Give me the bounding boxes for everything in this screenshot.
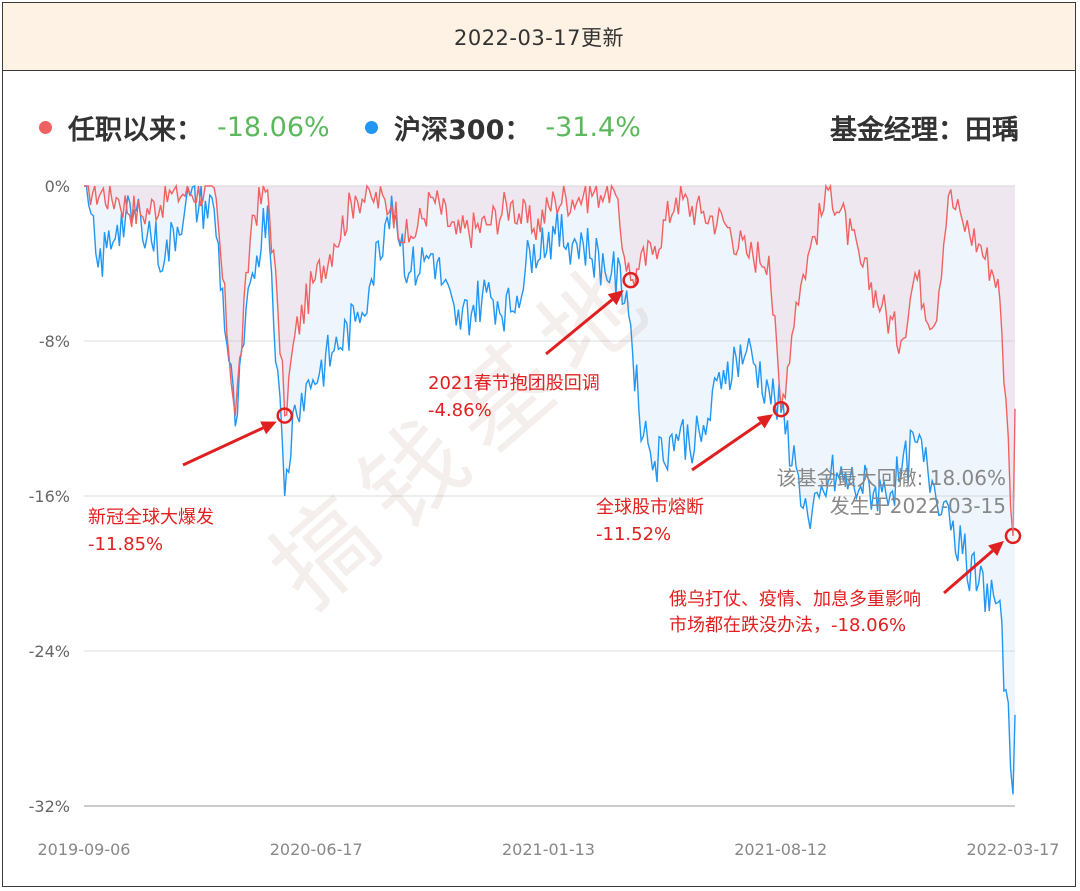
legend-fund-label: 任职以来： xyxy=(68,114,203,146)
grid-lines xyxy=(84,185,1015,807)
tooltip-line2: 发生于2022-03-15 xyxy=(830,494,1006,518)
x-tick-label: 2019-09-06 xyxy=(38,840,131,859)
annotation-covid-text: 新冠全球大爆发 xyxy=(88,507,214,528)
annotations: 新冠全球大爆发 -11.85% 2021春节抱团股回调 -4.86% 全球股市熔… xyxy=(88,373,921,636)
annotation-arrows xyxy=(182,290,1004,595)
annotation-war-value: -18.06% xyxy=(831,615,906,636)
annotation-spring-value: -4.86% xyxy=(428,400,492,421)
event-markers xyxy=(276,271,1022,545)
series-area xyxy=(84,186,1015,536)
annotation-arrow-shaft xyxy=(943,549,994,595)
series-line xyxy=(84,184,1016,795)
y-tick-label: -8% xyxy=(39,332,70,351)
annotation-war-text: 俄乌打仗、疫情、加息多重影响 xyxy=(669,589,921,610)
series-lines xyxy=(84,183,1016,795)
annotation-arrow-head xyxy=(756,414,773,429)
event-marker xyxy=(772,400,790,418)
y-tick-label: -32% xyxy=(29,797,70,816)
series-areas xyxy=(84,186,1015,795)
fund-manager: 基金经理：田瑀 xyxy=(830,114,1019,146)
x-tick-label: 2020-06-17 xyxy=(270,840,363,859)
tooltip-line1: 该基金最大回撤: 18.06% xyxy=(777,466,1006,490)
legend-index-label: 沪深300： xyxy=(394,114,532,146)
series-area xyxy=(84,186,1015,795)
event-marker xyxy=(276,407,293,424)
y-tick-label: -24% xyxy=(29,642,70,661)
annotation-arrow-head xyxy=(260,421,277,435)
legend-index-value: -31.4% xyxy=(545,111,641,143)
tooltip: 该基金最大回撤: 18.06% 发生于2022-03-15 xyxy=(777,466,1006,518)
annotation-arrow-head xyxy=(988,540,1004,557)
update-date: 2022-03-17更新 xyxy=(453,25,625,50)
annotation-covid-value: -11.85% xyxy=(88,534,163,555)
legend-fund-value: -18.06% xyxy=(217,111,330,143)
x-tick-label: 2021-01-13 xyxy=(502,840,595,859)
event-marker xyxy=(622,271,639,289)
annotation-war-line2: 市场都在跌没办法， xyxy=(669,615,831,636)
annotation-meltdown-text: 全球股市熔断 xyxy=(596,497,704,518)
annotation-arrow-head xyxy=(607,290,624,306)
annotation-spring-text: 2021春节抱团股回调 xyxy=(428,373,600,394)
legend-item-index[interactable]: 沪深300： -31.4% xyxy=(365,107,641,147)
x-tick-label: 2022-03-17 xyxy=(967,840,1060,859)
y-tick-label: -16% xyxy=(29,487,70,506)
y-tick-label: 0% xyxy=(45,177,70,196)
index-dot-icon xyxy=(365,120,378,134)
annotation-arrow-shaft xyxy=(545,298,614,356)
x-tick-label: 2021-08-12 xyxy=(734,840,827,859)
x-axis-ticks: 2019-09-06 2020-06-17 2021-01-13 2021-08-12… xyxy=(38,840,1060,859)
header-bar: 2022-03-17更新 xyxy=(3,3,1075,71)
annotation-arrow-shaft xyxy=(182,426,264,467)
fund-dot-icon xyxy=(39,120,52,134)
annotation-arrow-shaft xyxy=(691,421,762,472)
y-axis-ticks: 0% -8% -16% -24% -32% xyxy=(29,177,70,816)
annotation-meltdown-value: -11.52% xyxy=(596,524,671,545)
legend-item-fund[interactable]: 任职以来： -18.06% xyxy=(39,107,330,147)
annotation-war-text2: 市场都在跌没办法，-18.06% xyxy=(669,615,906,636)
series-line xyxy=(84,183,1016,536)
